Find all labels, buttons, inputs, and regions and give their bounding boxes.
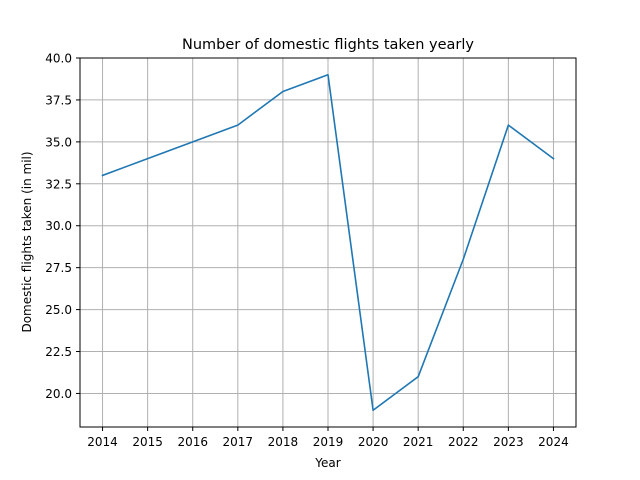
x-axis-ticks: 2014 2015 2016 2017 2018 2019 2020 2021 2022 2023… [87,427,569,449]
y-axis-ticks: 20.0 22.5 25.0 27.5 30.0 32.5 35.0 37.5 40.0 [45,52,80,401]
y-tick-label: 30.0 [45,219,72,233]
x-tick-label: 2024 [538,435,569,449]
x-tick-label: 2015 [132,435,163,449]
x-tick-label: 2018 [268,435,299,449]
y-tick-label: 20.0 [45,387,72,401]
y-tick-label: 22.5 [45,345,72,359]
x-tick-label: 2020 [358,435,389,449]
y-tick-label: 32.5 [45,177,72,191]
y-tick-label: 35.0 [45,135,72,149]
x-tick-label: 2022 [448,435,479,449]
y-tick-label: 25.0 [45,303,72,317]
x-tick-label: 2016 [177,435,208,449]
y-tick-label: 40.0 [45,52,72,66]
series-layer [101,73,555,412]
y-tick-label: 37.5 [45,93,72,107]
series-line [101,73,555,412]
y-tick-label: 27.5 [45,261,72,275]
y-axis-label: Domestic flights taken (in mil) [20,151,34,332]
x-tick-label: 2014 [87,435,118,449]
grid-lines [80,57,576,427]
x-axis-label: Year [314,456,340,470]
x-tick-label: 2017 [223,435,254,449]
chart-title: Number of domestic flights taken yearly [182,37,474,53]
x-tick-label: 2019 [313,435,344,449]
x-tick-label: 2023 [493,435,524,449]
x-tick-label: 2021 [403,435,434,449]
